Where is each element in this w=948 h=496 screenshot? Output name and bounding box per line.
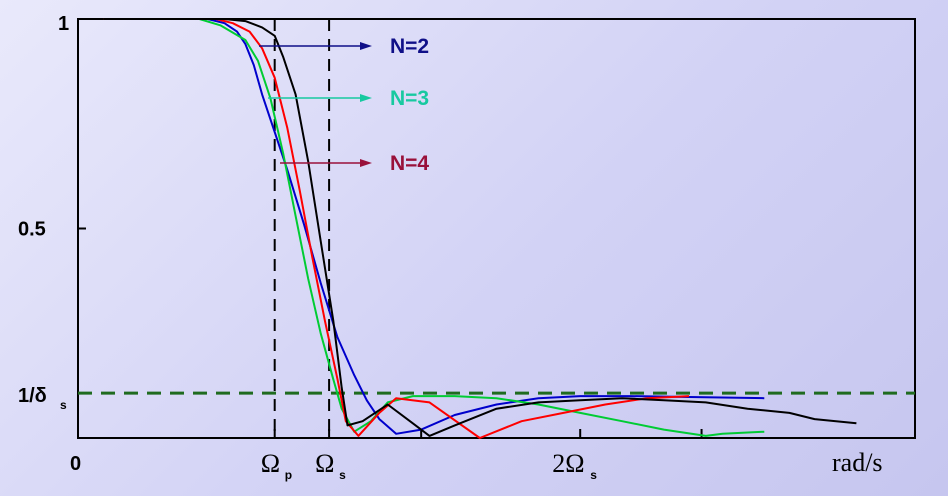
y-tick-label-2: 1	[58, 13, 69, 35]
legend-label-2: N=3	[390, 87, 429, 110]
plot-frame	[77, 18, 916, 439]
legend-label-1: N=2	[390, 35, 429, 58]
legend-label-3: N=4	[390, 152, 429, 175]
legend-layer: N=2 N=3 N=4	[259, 35, 429, 175]
x-mark-sub-2: s	[590, 468, 597, 482]
x-mark-label-0: Ω	[261, 449, 280, 478]
y-tick-label-1: 0.5	[18, 219, 46, 241]
x-mark-label-2: 2Ω	[552, 449, 584, 478]
x-mark-label-1: Ω	[315, 449, 334, 478]
series-line-4	[103, 18, 857, 437]
x-mark-sub-0: p	[285, 468, 292, 482]
series-line-1	[103, 18, 765, 435]
legend-arrow-head-1	[360, 42, 372, 50]
series-line-2	[103, 18, 765, 437]
series-line-3	[103, 18, 690, 439]
grid-layer	[78, 19, 915, 438]
y-tick-label-0: 0	[70, 453, 81, 475]
threshold-label: 1/δ	[18, 385, 47, 407]
legend-arrow-head-2	[360, 94, 372, 102]
x-mark-sub-1: s	[339, 468, 346, 482]
threshold-label-sub: s	[60, 398, 67, 412]
series-layer	[103, 18, 857, 439]
x-axis-label: rad/s	[832, 448, 883, 477]
legend-arrow-head-3	[360, 159, 372, 167]
